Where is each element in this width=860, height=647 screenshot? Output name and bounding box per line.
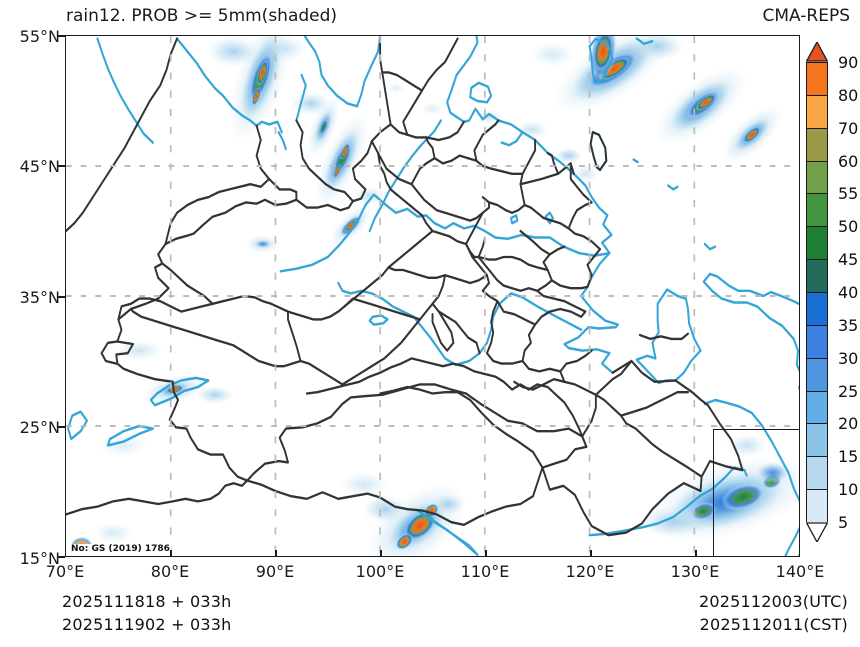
colorbar-segment [806, 456, 828, 490]
xtick-label-70e: 70°E [45, 562, 85, 581]
valid-time-utc: 2025112003(UTC) [699, 592, 848, 611]
colorbar-segment [806, 324, 828, 358]
xtick-label-130e: 130°E [670, 562, 720, 581]
colorbar[interactable]: 90 80 70 60 55 50 45 40 35 30 25 20 15 10 5 [805, 40, 858, 544]
init-time-line2: 2025111902 + 033h [62, 615, 232, 634]
colorbar-segment [806, 193, 828, 227]
xtick-mark [695, 550, 697, 557]
ytick-mark [58, 165, 65, 167]
xtick-label-100e: 100°E [355, 562, 405, 581]
xtick-mark [485, 550, 487, 557]
map-attribution: No: GS (2019) 1786 [70, 544, 171, 554]
colorbar-tick-label: 30 [838, 348, 859, 368]
colorbar-tick-label: 50 [838, 217, 859, 237]
xtick-label-140e: 140°E [775, 562, 825, 581]
administrative-borders [66, 36, 744, 537]
page-title: rain12. PROB >= 5mm(shaded) [66, 6, 338, 26]
ytick-mark [58, 296, 65, 298]
precipitation-shading [70, 36, 799, 556]
colorbar-tick-label: 40 [838, 283, 859, 302]
ytick-label-45n: 45°N [19, 157, 60, 176]
colorbar-tick-label: 5 [838, 513, 849, 532]
colorbar-segment [806, 259, 828, 292]
colorbar-tick-label: 45 [838, 250, 859, 270]
model-label: CMA-REPS [762, 6, 850, 26]
xtick-mark [590, 550, 592, 557]
map-canvas [66, 36, 799, 556]
colorbar-max-arrow [805, 40, 829, 62]
south-china-sea-inset [713, 429, 799, 556]
xtick-mark [170, 550, 172, 557]
colorbar-segment [806, 489, 828, 522]
init-time-line1: 2025111818 + 033h [62, 592, 232, 611]
colorbar-segment [806, 423, 828, 457]
colorbar-tick-label: 90 [838, 53, 859, 72]
colorbar-tick-label: 80 [838, 85, 859, 105]
ytick-label-35n: 35°N [19, 288, 60, 307]
colorbar-segment [806, 127, 828, 161]
colorbar-tick-label: 20 [838, 414, 859, 434]
colorbar-tick-label: 35 [838, 315, 859, 335]
colorbar-tick-label: 10 [838, 480, 859, 500]
ytick-label-55n: 55°N [19, 27, 60, 46]
colorbar-tick-label: 25 [838, 381, 859, 401]
colorbar-segment [806, 62, 828, 95]
valid-time-cst: 2025112011(CST) [699, 615, 848, 634]
ytick-label-15n: 15°N [19, 549, 60, 568]
xtick-label-90e: 90°E [255, 562, 295, 581]
ytick-mark [58, 556, 65, 558]
colorbar-tick-label: 60 [838, 151, 859, 171]
ytick-mark [58, 35, 65, 37]
ytick-mark [58, 426, 65, 428]
colorbar-segment [806, 94, 828, 128]
xtick-mark [275, 550, 277, 557]
xtick-label-80e: 80°E [150, 562, 190, 581]
xtick-label-110e: 110°E [460, 562, 510, 581]
map-plot-area[interactable]: No: GS (2019) 1786 [65, 35, 800, 557]
colorbar-tick-label: 15 [838, 447, 859, 467]
map-gridlines [66, 36, 799, 556]
colorbar-min-arrow [805, 522, 829, 544]
colorbar-segment [806, 357, 828, 391]
ytick-label-25n: 25°N [19, 418, 60, 437]
colorbar-segment [806, 226, 828, 260]
colorbar-segment [806, 390, 828, 424]
colorbar-segment [806, 292, 828, 325]
xtick-mark [380, 550, 382, 557]
colorbar-tick-label: 55 [838, 184, 859, 204]
xtick-label-120e: 120°E [565, 562, 615, 581]
colorbar-tick-label: 70 [838, 118, 859, 138]
colorbar-segment [806, 160, 828, 194]
